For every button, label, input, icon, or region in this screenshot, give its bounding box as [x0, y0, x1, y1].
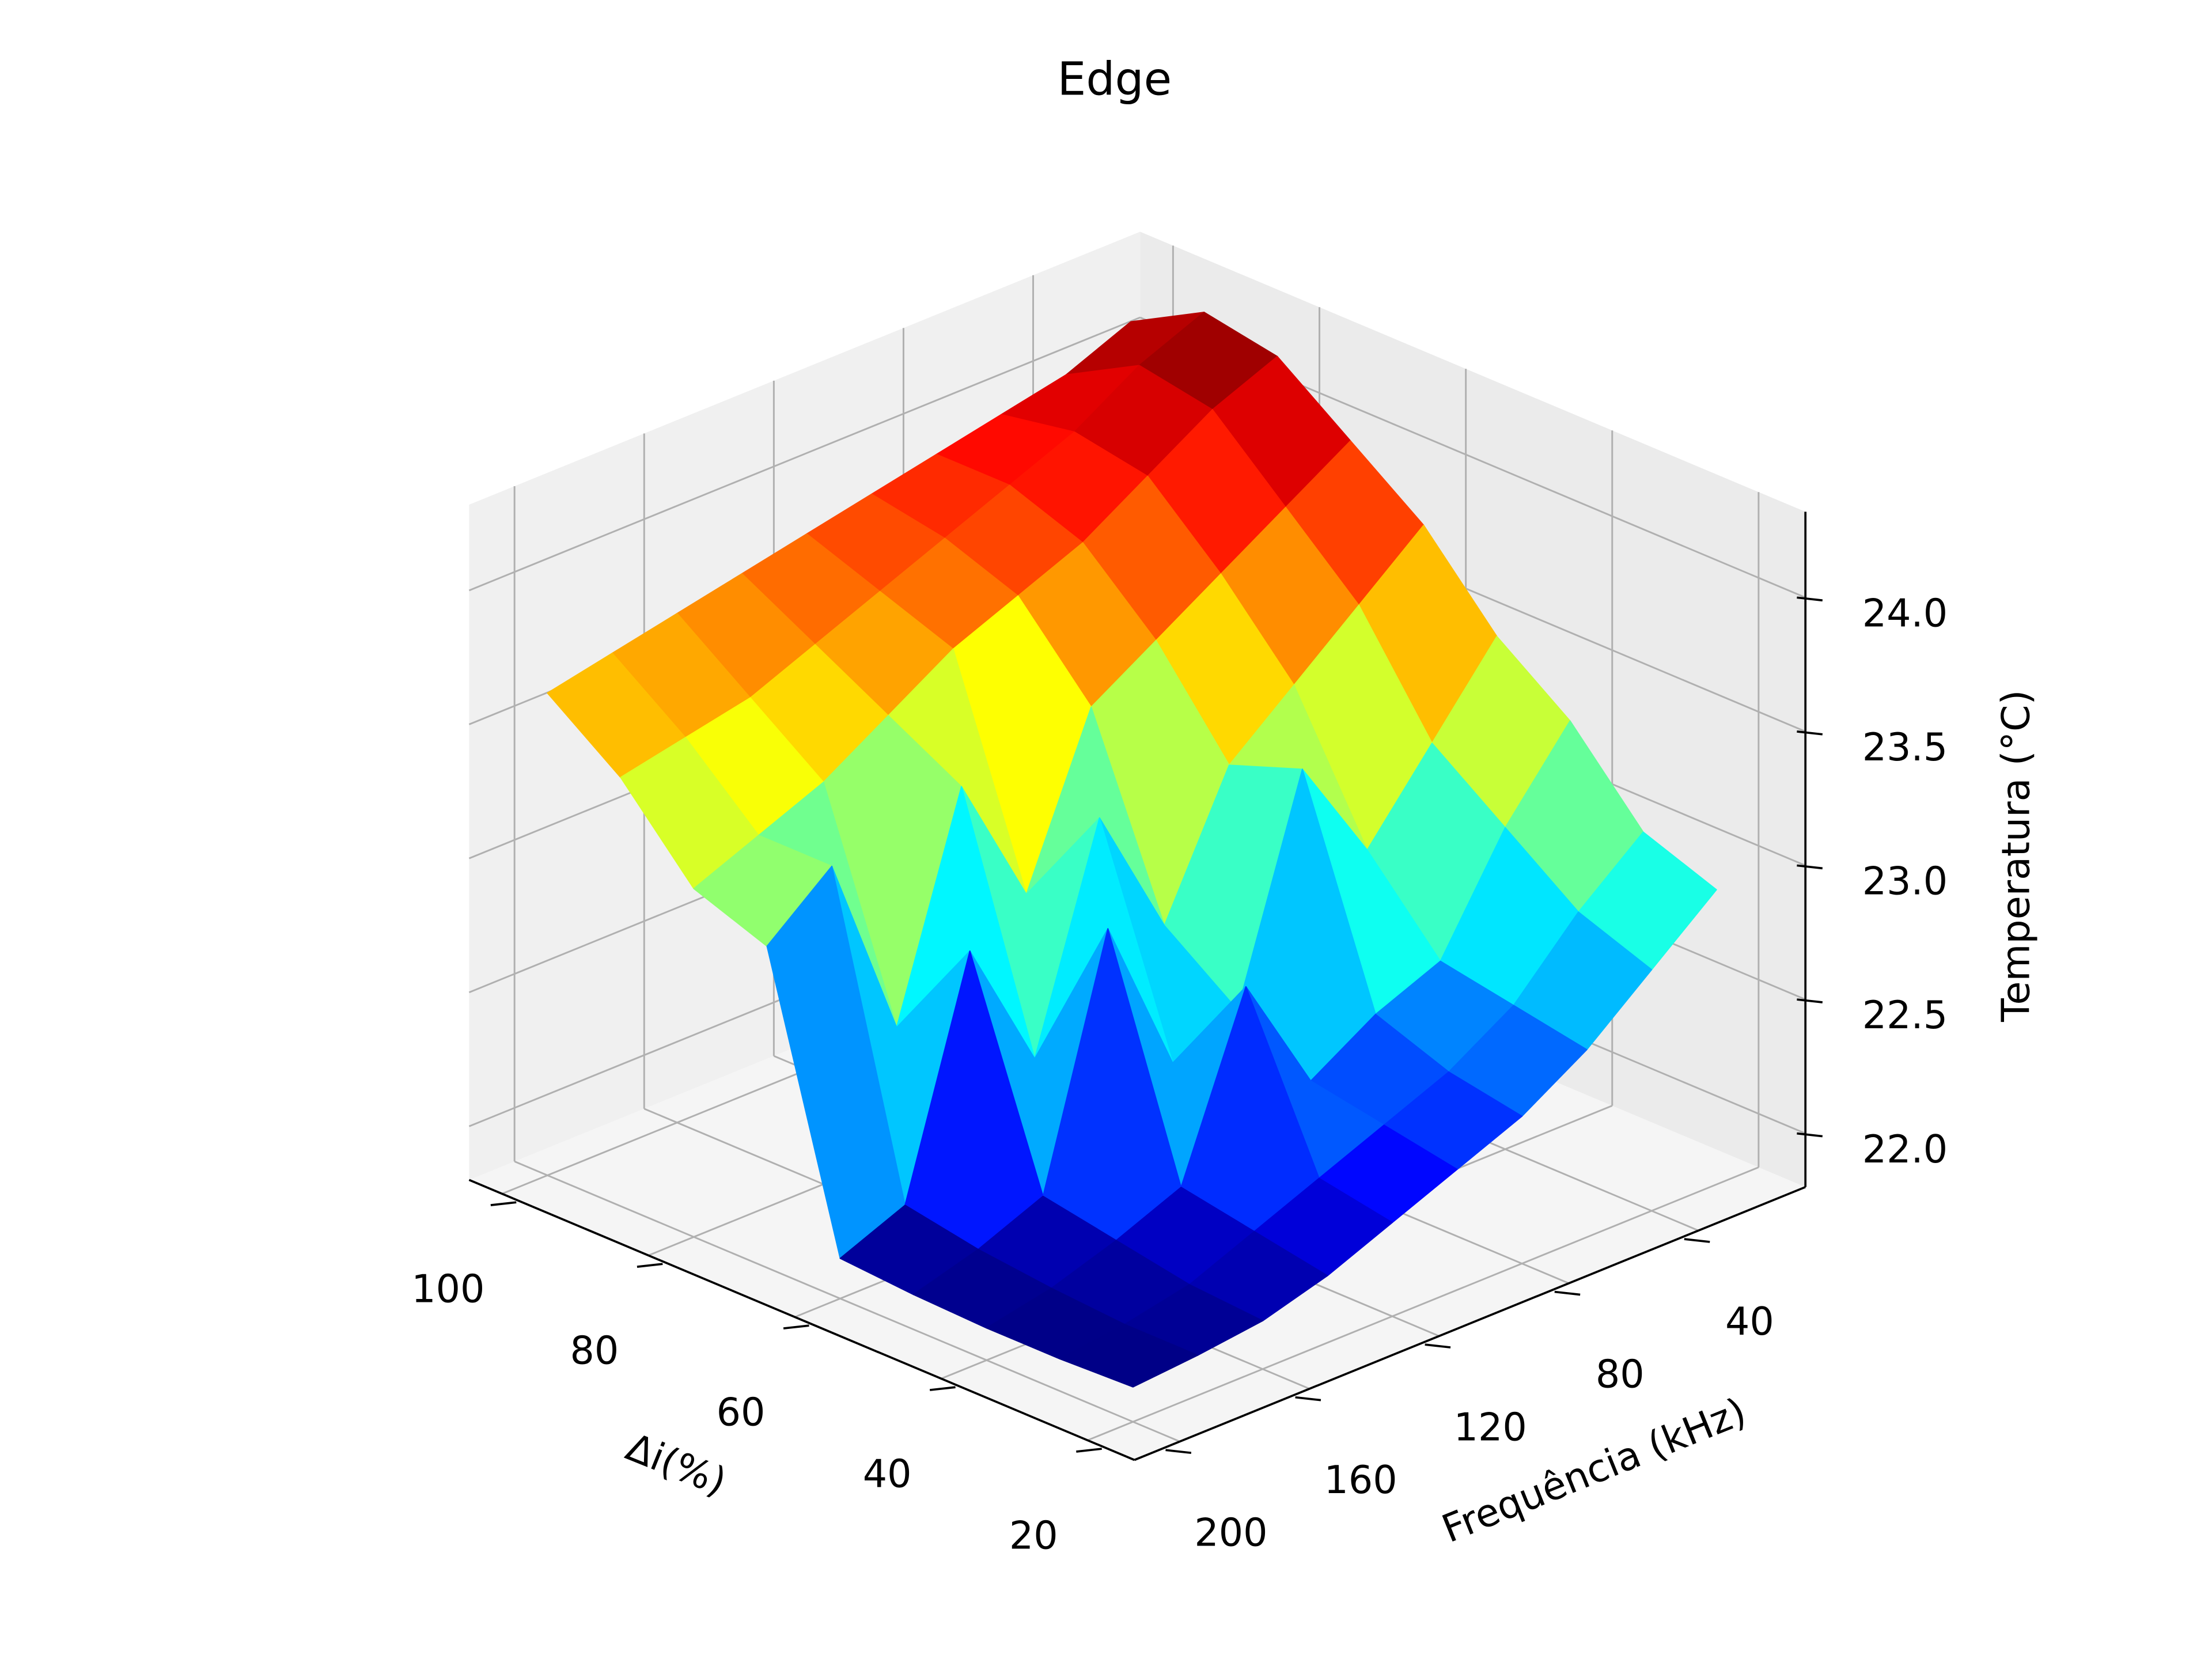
y-tick — [1165, 1449, 1192, 1455]
x-tick — [1076, 1448, 1102, 1453]
y-tick-label: 160 — [1324, 1457, 1397, 1502]
z-tick-label: 23.5 — [1862, 725, 1948, 770]
x-tick-label: 60 — [717, 1390, 766, 1435]
y-tick — [1554, 1290, 1581, 1296]
grid-line — [514, 1160, 1180, 1442]
surface-face — [1059, 1324, 1199, 1388]
x-tick-label: 80 — [570, 1328, 619, 1373]
y-tick-label: 40 — [1725, 1299, 1774, 1344]
z-axis-title: Temperatura (°C) — [1993, 690, 2038, 1022]
z-tick — [1797, 596, 1823, 602]
z-tick — [1797, 864, 1823, 870]
z-tick-label: 22.0 — [1862, 1127, 1948, 1172]
x-tick — [637, 1263, 663, 1268]
y-tick — [1295, 1396, 1321, 1402]
z-tick — [1797, 998, 1823, 1003]
chart-title: Edge — [1057, 53, 1172, 106]
x-tick-label: 100 — [411, 1267, 484, 1312]
z-tick — [1797, 730, 1823, 736]
x-tick — [490, 1201, 517, 1206]
axis-line — [468, 1179, 1135, 1461]
x-tick — [929, 1386, 956, 1391]
z-tick-label: 22.5 — [1862, 993, 1948, 1037]
y-tick — [1684, 1238, 1710, 1243]
grid-line — [468, 316, 1141, 592]
y-tick — [1425, 1343, 1451, 1349]
y-tick-label: 80 — [1596, 1352, 1645, 1397]
y-tick-label: 200 — [1194, 1510, 1267, 1555]
x-tick-label: 20 — [1009, 1513, 1058, 1558]
grid-line — [1087, 1166, 1759, 1441]
x-tick-label: 40 — [863, 1452, 912, 1497]
y-tick-label: 120 — [1454, 1404, 1527, 1449]
x-tick — [783, 1324, 809, 1330]
z-tick-label: 24.0 — [1862, 590, 1948, 635]
axis-line — [1134, 1185, 1806, 1461]
z-tick — [1797, 1132, 1823, 1138]
z-tick-label: 23.0 — [1862, 859, 1948, 904]
